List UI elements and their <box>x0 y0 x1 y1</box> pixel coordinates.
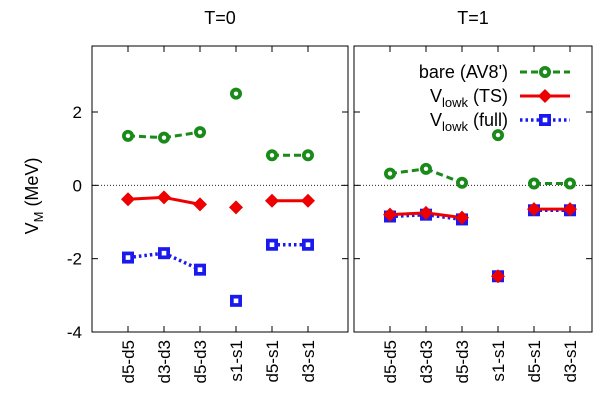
data-point-ts <box>455 210 469 225</box>
data-point-ts <box>563 202 577 217</box>
panel-frame <box>91 45 349 333</box>
data-point-ts <box>157 190 171 205</box>
x-tick-label: d5-s1 <box>525 340 544 383</box>
data-point-full-core <box>125 255 131 260</box>
y-axis-label: VM (MeV) <box>22 158 46 235</box>
data-point-bare-core <box>423 166 429 172</box>
y-tick-label: -2 <box>67 250 82 269</box>
legend-marker-full-core <box>542 117 548 123</box>
x-tick-label: d5-d3 <box>453 340 472 383</box>
data-point-bare-core <box>233 91 239 96</box>
data-point-ts <box>121 192 135 207</box>
x-tick-label: s1-s1 <box>489 340 508 382</box>
data-point-bare-core <box>495 132 501 138</box>
series-line-bare <box>163 130 201 140</box>
legend-label-full: Vlowk (full) <box>430 110 508 134</box>
x-tick-label: d5-d3 <box>191 340 210 383</box>
panel-title: T=1 <box>457 8 489 28</box>
y-tick-label: 0 <box>73 176 82 195</box>
data-point-ts <box>265 193 279 208</box>
y-tick-label: 2 <box>73 103 82 122</box>
legend-marker-ts <box>538 89 552 103</box>
x-tick-label: d5-d5 <box>381 340 400 383</box>
legend-marker-bare-core <box>542 69 548 75</box>
x-tick-label: d3-d3 <box>417 340 436 383</box>
series-line-bare <box>127 134 165 140</box>
panel-frame <box>353 45 593 333</box>
x-tick-label: d5-d5 <box>119 340 138 383</box>
data-point-bare-core <box>269 153 275 158</box>
series-line-bare <box>389 167 427 176</box>
data-point-full-core <box>233 298 239 304</box>
series-line-ts <box>163 195 201 206</box>
data-point-bare-core <box>459 180 465 185</box>
data-point-ts <box>193 197 207 212</box>
x-tick-label: d5-s1 <box>263 340 282 383</box>
data-point-full-core <box>305 242 311 248</box>
data-point-full-core <box>161 250 167 256</box>
data-point-ts <box>419 205 433 220</box>
data-point-full-core <box>269 242 275 248</box>
data-point-bare-core <box>161 135 167 140</box>
data-point-ts <box>527 202 541 217</box>
data-point-full-core <box>197 267 203 272</box>
panel-title: T=0 <box>204 8 236 28</box>
data-point-ts <box>301 193 315 208</box>
x-tick-label: d3-s1 <box>561 340 580 383</box>
data-point-bare-core <box>305 153 311 158</box>
legend-label-bare: bare (AV8') <box>419 62 508 82</box>
data-point-bare-core <box>197 129 203 135</box>
data-point-bare-core <box>387 171 393 176</box>
data-point-bare-core <box>125 133 131 139</box>
x-tick-label: d3-d3 <box>155 340 174 383</box>
data-point-bare-core <box>567 181 573 186</box>
data-point-ts <box>229 200 243 215</box>
data-point-ts <box>383 207 397 222</box>
series-line-bare <box>425 167 463 185</box>
x-tick-label: d3-s1 <box>299 340 318 383</box>
legend-label-ts: Vlowk (TS) <box>430 86 508 110</box>
data-point-bare-core <box>531 181 537 186</box>
data-point-ts <box>491 269 505 284</box>
y-tick-label: -4 <box>67 323 82 342</box>
x-tick-label: s1-s1 <box>227 340 246 382</box>
